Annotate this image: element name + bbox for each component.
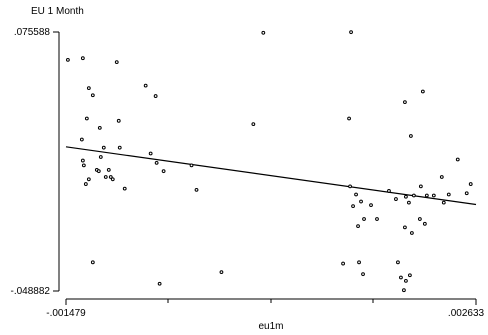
x-axis-label: eu1m — [258, 321, 283, 332]
y-tick-label-top: .075588 — [14, 27, 51, 38]
data-point — [106, 168, 111, 172]
data-point — [86, 177, 91, 182]
data-point — [90, 93, 95, 98]
data-point — [359, 199, 363, 204]
data-point — [420, 89, 425, 94]
data-point — [154, 160, 159, 165]
data-point — [251, 122, 256, 127]
data-point — [86, 86, 91, 91]
data-point — [422, 221, 427, 226]
data-point — [387, 189, 391, 193]
data-point — [406, 200, 411, 205]
data-point — [361, 272, 365, 277]
data-point — [407, 273, 412, 278]
data-point — [116, 118, 121, 123]
data-point — [362, 217, 366, 221]
data-point — [441, 200, 446, 205]
data-point — [399, 275, 403, 280]
data-point — [114, 60, 119, 65]
data-point — [349, 30, 353, 35]
data-point — [347, 116, 351, 121]
data-point — [431, 193, 436, 198]
data-point — [261, 30, 266, 35]
data-point — [108, 175, 113, 179]
data-point — [409, 231, 414, 235]
data-point — [411, 193, 416, 198]
data-point — [439, 175, 444, 179]
data-point — [219, 270, 224, 275]
data-point — [375, 217, 379, 221]
data-point — [80, 56, 85, 61]
data-point — [348, 184, 352, 189]
data-point — [446, 192, 451, 197]
data-point — [402, 288, 406, 293]
data-point — [351, 204, 355, 209]
y-axis: .075588 -.048882 — [11, 27, 60, 297]
data-point — [117, 145, 122, 150]
data-point — [369, 203, 373, 207]
data-point — [418, 184, 423, 189]
data-point — [122, 186, 127, 191]
data-point — [157, 281, 162, 286]
x-tick-label-right: .002633 — [448, 308, 485, 319]
data-point — [356, 224, 360, 229]
data-point — [403, 100, 407, 104]
data-point — [110, 177, 115, 182]
data-point — [83, 182, 88, 186]
data-point — [424, 193, 429, 198]
data-point — [354, 192, 358, 197]
data-point — [101, 145, 106, 150]
data-point — [341, 261, 345, 266]
data-point — [97, 126, 102, 130]
data-point — [98, 155, 103, 159]
data-point — [90, 260, 95, 265]
data-point — [194, 188, 199, 192]
points-layer — [65, 30, 473, 293]
chart-title: EU 1 Month — [31, 6, 84, 17]
data-point — [403, 225, 407, 230]
data-point — [408, 134, 413, 138]
fit-line — [65, 146, 477, 206]
fit-line-layer — [65, 146, 477, 206]
data-point — [468, 182, 473, 186]
data-point — [189, 163, 194, 168]
data-point — [81, 163, 86, 168]
data-point — [357, 260, 361, 265]
data-point — [404, 278, 408, 283]
data-point — [143, 83, 148, 88]
data-point — [404, 194, 408, 199]
y-tick-label-bottom: -.048882 — [11, 286, 51, 297]
data-point — [96, 169, 101, 174]
data-point — [65, 57, 70, 62]
data-point — [464, 191, 469, 196]
data-point — [455, 157, 460, 162]
x-axis: -.001479 .002633 eu1m — [46, 298, 485, 332]
data-point — [153, 94, 158, 98]
data-point — [394, 197, 398, 201]
data-point — [161, 169, 166, 174]
x-tick-label-left: -.001479 — [46, 308, 86, 319]
data-point — [148, 151, 153, 156]
data-point — [103, 175, 108, 179]
data-point — [84, 116, 89, 121]
data-point — [79, 137, 84, 142]
data-point — [80, 158, 85, 163]
data-point — [417, 217, 422, 221]
data-point — [396, 260, 400, 265]
